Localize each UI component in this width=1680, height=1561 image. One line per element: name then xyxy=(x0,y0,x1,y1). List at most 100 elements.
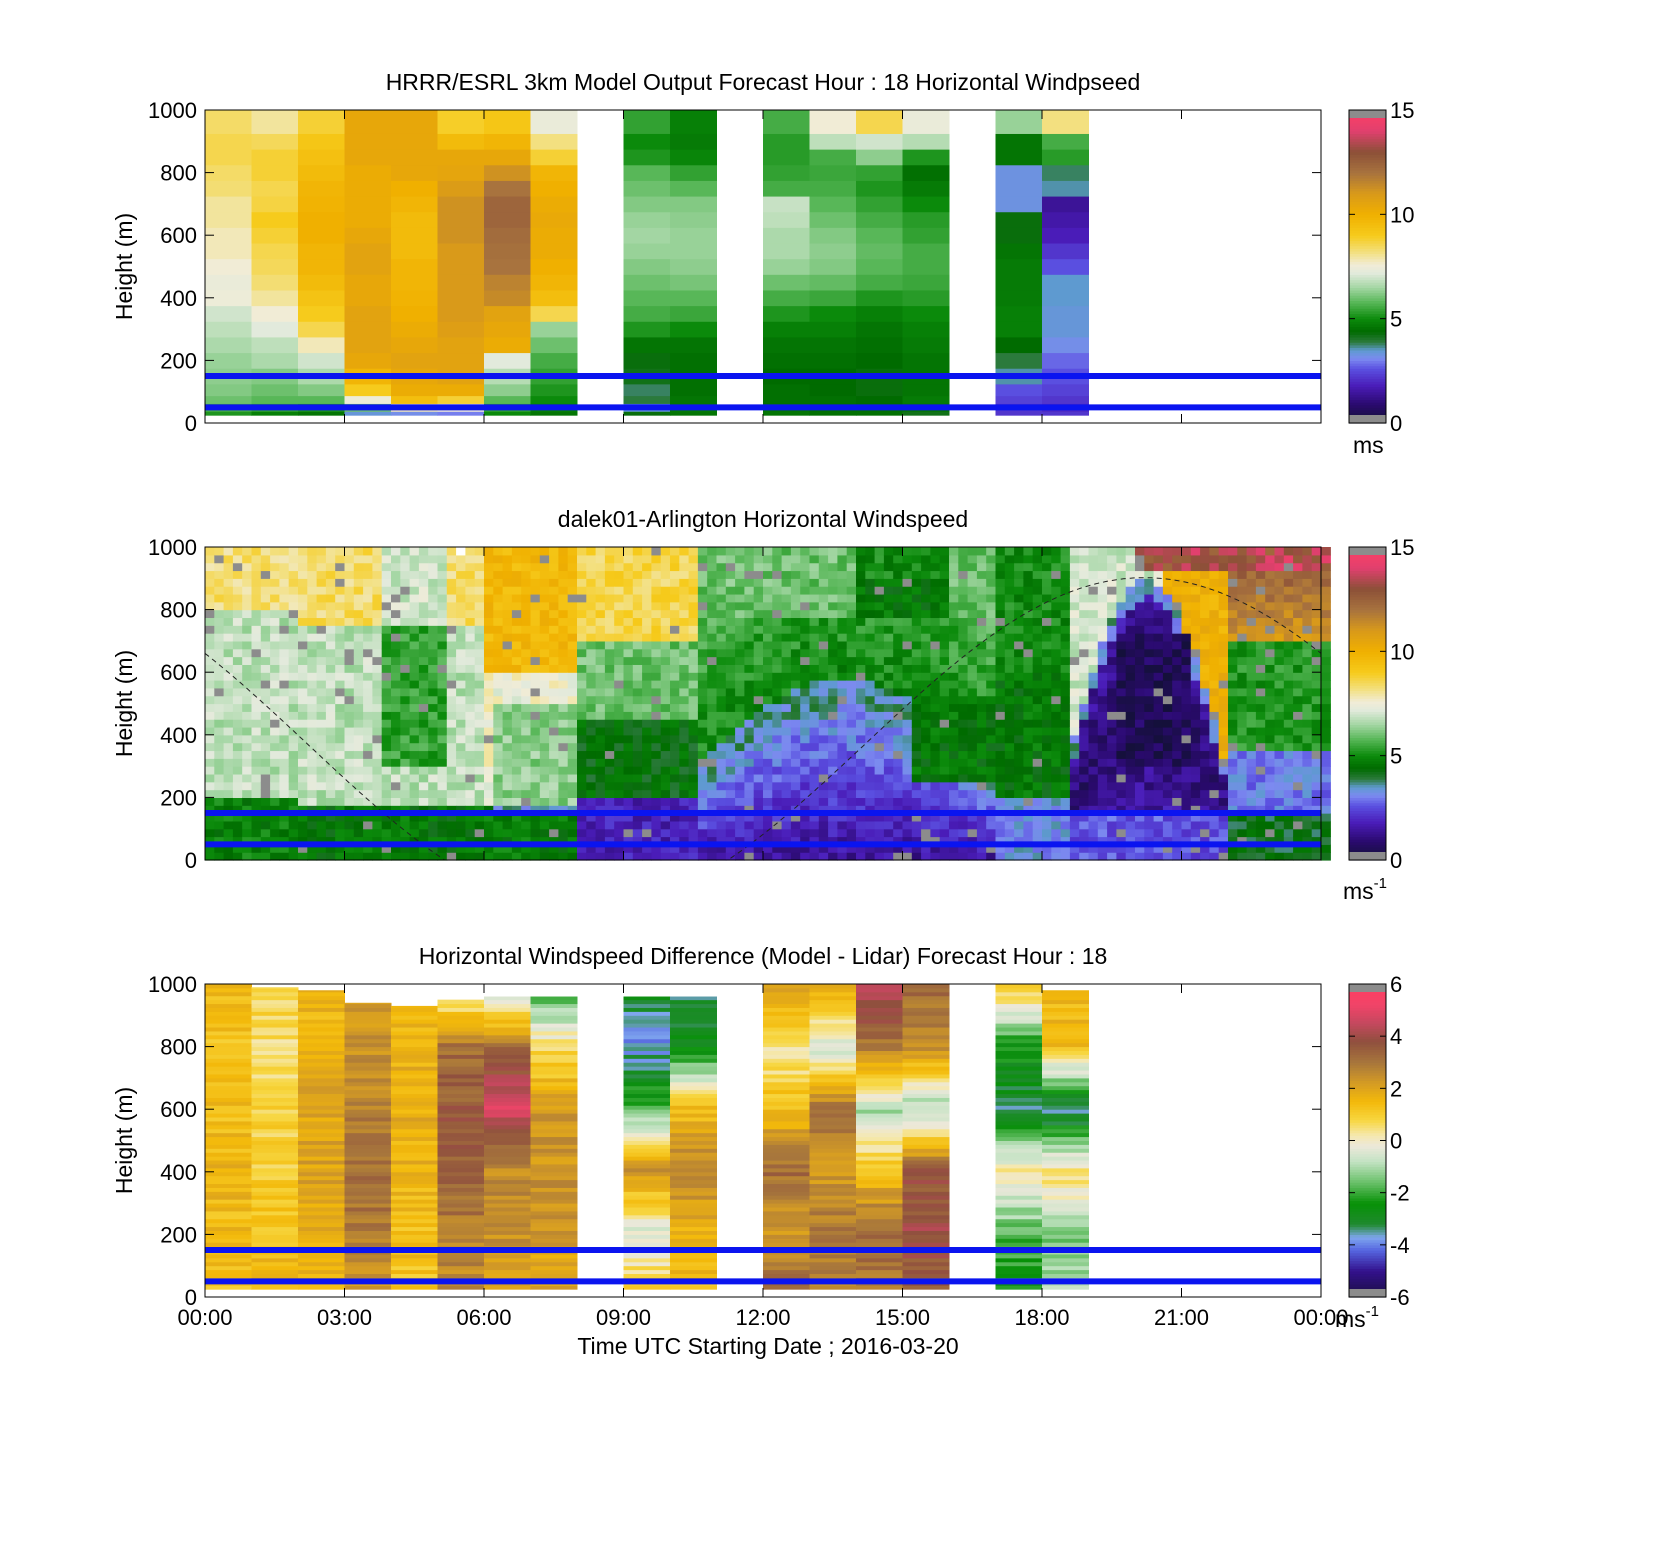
heatmap-cell xyxy=(1190,750,1201,759)
heatmap-cell xyxy=(716,648,727,658)
heatmap-cell xyxy=(1051,758,1062,767)
heatmap-cell xyxy=(316,820,327,830)
heatmap-cell xyxy=(1200,726,1210,736)
heatmap-cell xyxy=(344,133,392,150)
heatmap-cell xyxy=(409,695,420,705)
heatmap-cell xyxy=(493,672,504,681)
heatmap-cell xyxy=(837,828,848,838)
heatmap-cell xyxy=(893,601,904,611)
heatmap-cell xyxy=(1069,781,1080,791)
heatmap-cell xyxy=(1237,758,1248,767)
heatmap-cell xyxy=(939,805,950,814)
heatmap-cell xyxy=(502,578,513,587)
heatmap-cell xyxy=(372,625,383,634)
heatmap-cell xyxy=(632,852,643,861)
heatmap-cell xyxy=(428,719,439,728)
heatmap-cell xyxy=(1107,711,1117,720)
heatmap-cell xyxy=(976,711,987,720)
heatmap-cell xyxy=(1088,828,1099,838)
heatmap-cell xyxy=(214,648,225,658)
heatmap-cell xyxy=(1004,601,1015,611)
heatmap-cell xyxy=(530,797,541,806)
heatmap-cell xyxy=(949,781,959,791)
heatmap-cell xyxy=(1162,625,1173,634)
heatmap-cell xyxy=(214,820,225,830)
heatmap-cell xyxy=(353,687,364,697)
heatmap-cell xyxy=(1042,352,1089,369)
heatmap-cell xyxy=(586,758,597,767)
heatmap-cell xyxy=(1246,562,1257,572)
heatmap-cell xyxy=(1042,813,1052,822)
heatmap-cell xyxy=(325,617,336,626)
heatmap-cell xyxy=(511,617,522,626)
heatmap-cell xyxy=(437,758,448,767)
heatmap-cell xyxy=(493,547,504,556)
heatmap-cell xyxy=(697,633,708,642)
heatmap-cell xyxy=(846,734,857,744)
heatmap-cell xyxy=(363,547,373,556)
heatmap-cell xyxy=(577,719,587,728)
panel-title: HRRR/ESRL 3km Model Output Forecast Hour… xyxy=(386,69,1141,95)
heatmap-cell xyxy=(549,547,559,556)
heatmap-cell xyxy=(809,352,857,369)
heatmap-cell xyxy=(484,664,494,673)
heatmap-cell xyxy=(530,781,541,791)
heatmap-cell xyxy=(1069,547,1080,556)
heatmap-cell xyxy=(409,750,420,759)
heatmap-cell xyxy=(363,726,373,736)
heatmap-cell xyxy=(1004,719,1015,728)
heatmap-cell xyxy=(883,719,894,728)
heatmap-cell xyxy=(391,352,438,369)
heatmap-cell xyxy=(270,789,280,798)
heatmap-cell xyxy=(688,578,699,587)
heatmap-cell xyxy=(763,395,810,404)
heatmap-cell xyxy=(725,734,736,744)
heatmap-cell xyxy=(679,664,690,673)
heatmap-cell xyxy=(549,758,559,767)
heatmap-cell xyxy=(893,781,904,791)
heatmap-cell xyxy=(986,664,997,673)
heatmap-cell xyxy=(995,547,1006,556)
heatmap-cell xyxy=(1042,742,1052,752)
heatmap-cell xyxy=(251,852,262,861)
heatmap-cell xyxy=(1228,695,1238,705)
heatmap-cell xyxy=(1069,578,1080,587)
heatmap-cell xyxy=(1125,805,1136,814)
heatmap-cell xyxy=(995,274,1043,291)
heatmap-cell xyxy=(521,554,532,564)
heatmap-cell xyxy=(242,789,253,798)
heatmap-cell xyxy=(465,664,476,673)
heatmap-cell xyxy=(893,820,904,830)
heatmap-cell xyxy=(976,805,987,814)
heatmap-cell xyxy=(316,742,327,752)
heatmap-cell xyxy=(856,719,866,728)
heatmap-cell xyxy=(437,656,448,665)
heatmap-cell xyxy=(716,617,727,626)
heatmap-cell xyxy=(400,601,411,611)
heatmap-cell xyxy=(623,133,671,150)
heatmap-cell xyxy=(1237,742,1248,752)
heatmap-cell xyxy=(1135,672,1145,681)
heatmap-cell xyxy=(1190,547,1201,556)
heatmap-cell xyxy=(279,703,290,712)
heatmap-cell xyxy=(642,773,652,783)
heatmap-cell xyxy=(446,703,457,712)
heatmap-cell xyxy=(902,687,913,697)
heatmap-cell xyxy=(753,672,764,681)
heatmap-cell xyxy=(214,719,225,728)
heatmap-cell xyxy=(456,593,466,603)
heatmap-cell xyxy=(614,711,625,720)
heatmap-cell xyxy=(437,395,485,404)
heatmap-cell xyxy=(511,547,522,556)
heatmap-cell xyxy=(967,601,978,611)
heatmap-cell xyxy=(418,828,429,838)
heatmap-cell xyxy=(409,578,420,587)
heatmap-cell xyxy=(893,711,904,720)
heatmap-cell xyxy=(856,781,866,791)
heatmap-cell xyxy=(1237,726,1248,736)
heatmap-cell xyxy=(409,742,420,752)
heatmap-cell xyxy=(344,578,355,587)
heatmap-cell xyxy=(1200,758,1210,767)
heatmap-cell xyxy=(902,211,950,228)
heatmap-cell xyxy=(911,766,922,775)
